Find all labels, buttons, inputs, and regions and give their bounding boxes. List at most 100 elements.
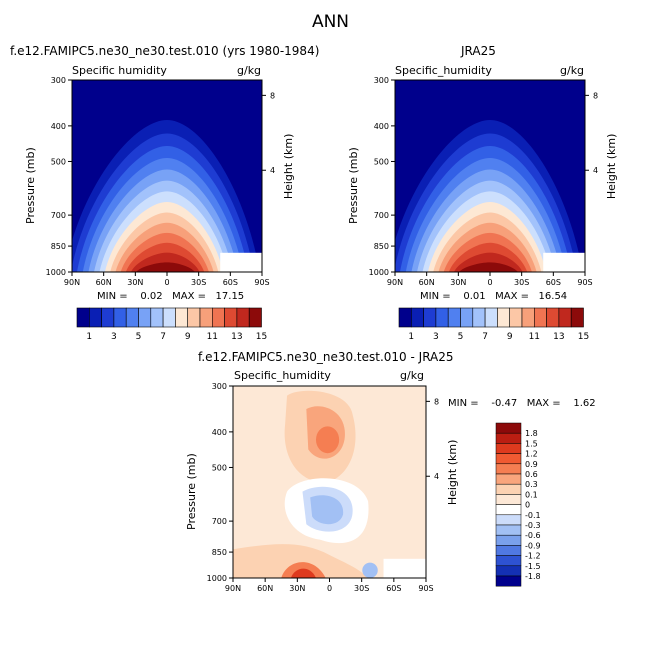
y-tick-label: 700 <box>51 211 66 220</box>
diff-colorbar-label: 1.2 <box>525 450 538 459</box>
colorbar-label: 3 <box>433 332 439 342</box>
diff-colorbar-swatch <box>495 504 522 516</box>
y2-tick-label: 4 <box>593 166 598 175</box>
y-tick-label: 500 <box>51 157 66 166</box>
y2-axis-label: Height (km) <box>605 134 618 200</box>
diff-colorbar-swatch <box>495 514 522 526</box>
y-tick-label: 300 <box>51 76 66 85</box>
colorbar-swatch <box>76 307 90 328</box>
x-tick-label: 60S <box>546 278 561 287</box>
missing-area <box>543 252 585 272</box>
panel2-title: JRA25 <box>461 44 496 58</box>
figure-title: ANN <box>311 12 350 32</box>
y2-tick-label: 8 <box>434 397 439 406</box>
diff-colorbar-label: 0.3 <box>525 480 538 489</box>
diff-colorbar-label: -0.9 <box>525 541 541 550</box>
diff-colorbar-swatch <box>495 422 522 434</box>
y-axis-label: Pressure (mb) <box>347 147 360 224</box>
diff-colorbar-swatch <box>495 545 522 556</box>
x-tick-label: 60S <box>386 584 401 593</box>
y-tick-label: 700 <box>374 211 389 220</box>
panel3-plot <box>233 386 426 578</box>
colorbar-label: 5 <box>136 332 142 342</box>
x-tick-label: 0 <box>327 584 332 593</box>
panel3-title: f.e12.FAMIPC5.ne30_ne30.test.010 - JRA25 <box>198 350 454 364</box>
colorbar-label: 11 <box>529 332 540 342</box>
diff-colorbar-swatch <box>495 534 522 546</box>
diff-colorbar-label: -0.1 <box>525 511 541 520</box>
y-tick-label: 850 <box>51 242 66 251</box>
colorbar-swatch <box>199 307 213 328</box>
x-tick-label: 90N <box>64 278 80 287</box>
positive-max <box>315 426 340 454</box>
panel1-units: g/kg <box>237 64 262 77</box>
panel1-title: f.e12.FAMIPC5.ne30_ne30.test.010 (yrs 19… <box>10 44 320 58</box>
colorbar-swatch <box>398 307 412 328</box>
negative-inner <box>310 495 344 525</box>
colorbar-swatch <box>125 307 139 328</box>
x-tick-label: 90N <box>225 584 241 593</box>
colorbar-swatch <box>509 307 523 328</box>
y-tick-label: 1000 <box>207 574 227 583</box>
x-tick-label: 60N <box>419 278 435 287</box>
x-tick-label: 30N <box>450 278 466 287</box>
colorbar-swatch <box>484 307 498 328</box>
colorbar-swatch <box>570 307 584 328</box>
y2-axis-label: Height (km) <box>446 440 459 506</box>
y-tick-label: 300 <box>374 76 389 85</box>
diff-colorbar-swatch <box>495 463 522 475</box>
diff-colorbar-swatch <box>495 524 522 536</box>
y-tick-label: 500 <box>212 463 227 472</box>
diff-colorbar-swatch <box>495 473 522 485</box>
diff-colorbar-swatch <box>495 494 522 505</box>
level-14-fill <box>136 262 196 272</box>
x-tick-label: 30N <box>127 278 143 287</box>
x-tick-label: 60N <box>257 584 273 593</box>
x-tick-label: 0 <box>164 278 169 287</box>
y2-tick-label: 4 <box>434 472 439 481</box>
colorbar-label: 15 <box>256 332 267 342</box>
colorbar-label: 9 <box>185 332 191 342</box>
surface-positive <box>233 544 369 578</box>
missing-area <box>220 252 262 272</box>
surface-max <box>290 568 316 578</box>
x-tick-label: 60N <box>96 278 112 287</box>
panel3-stats: MIN = -0.47 MAX = 1.62 <box>448 398 596 409</box>
diff-colorbar-label: 1.5 <box>525 439 538 448</box>
x-tick-label: 90N <box>387 278 403 287</box>
colorbar-swatch <box>521 307 535 328</box>
colorbar-swatch <box>533 307 547 328</box>
y-axis-label: Pressure (mb) <box>185 453 198 530</box>
panel2-plot <box>395 80 585 272</box>
panel1-stats: MIN = 0.02 MAX = 17.15 <box>97 291 245 302</box>
diff-colorbar-label: -1.2 <box>525 552 541 561</box>
x-tick-label: 90S <box>418 584 433 593</box>
diff-colorbar-label: -0.6 <box>525 531 541 540</box>
y2-tick-label: 4 <box>270 166 275 175</box>
y2-tick-label: 8 <box>593 91 598 100</box>
diff-colorbar-swatch <box>495 483 522 495</box>
colorbar-swatch <box>101 307 115 328</box>
y-tick-label: 850 <box>374 242 389 251</box>
colorbar-swatch <box>460 307 474 328</box>
level-14-fill <box>459 262 519 272</box>
y-tick-label: 400 <box>374 122 389 131</box>
colorbar-swatch <box>113 307 127 328</box>
diff-colorbar-swatch <box>495 575 522 587</box>
x-tick-label: 30S <box>191 278 206 287</box>
colorbar-swatch <box>150 307 164 328</box>
panel2-units: g/kg <box>560 64 585 77</box>
y-tick-label: 400 <box>51 122 66 131</box>
diff-colorbar-swatch <box>495 443 522 454</box>
diff-colorbar-label: 0 <box>525 501 530 510</box>
diff-colorbar-label: -1.8 <box>525 572 541 581</box>
x-tick-label: 30N <box>289 584 305 593</box>
colorbar-swatch <box>472 307 486 328</box>
x-tick-label: 0 <box>487 278 492 287</box>
y-tick-label: 500 <box>374 157 389 166</box>
surface-negative <box>362 562 378 578</box>
x-tick-label: 30S <box>514 278 529 287</box>
panel3-left-label: Specific_humidity <box>234 369 331 382</box>
colorbar-label: 15 <box>578 332 589 342</box>
colorbar-swatch <box>423 307 437 328</box>
